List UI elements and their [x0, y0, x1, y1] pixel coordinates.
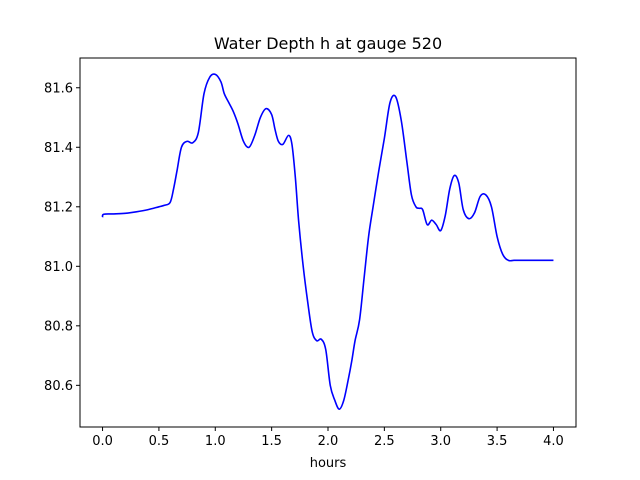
y-tick-label: 80.8	[44, 319, 73, 334]
x-tick-label: 1.5	[261, 434, 282, 449]
chart-title: Water Depth h at gauge 520	[214, 34, 442, 53]
x-tick-label: 2.0	[318, 434, 339, 449]
x-tick-label: 3.5	[487, 434, 508, 449]
y-axis: 80.6 80.8 81.0 81.2 81.4 81.6	[44, 81, 80, 394]
x-tick-label: 0.5	[149, 434, 170, 449]
axes-frame	[79, 57, 577, 428]
y-tick-label: 81.4	[44, 141, 73, 156]
x-tick-label: 4.0	[543, 434, 564, 449]
plot-area	[101, 73, 554, 410]
y-tick-label: 81.2	[44, 200, 73, 215]
x-tick-label: 1.0	[205, 434, 226, 449]
y-tick-label: 81.6	[44, 81, 73, 96]
x-tick-label: 0.0	[92, 434, 113, 449]
x-axis: 0.0 0.5 1.0 1.5 2.0 2.5 3.0 3.5 4.0	[92, 427, 564, 449]
series-line	[101, 73, 554, 410]
y-tick-label: 81.0	[44, 260, 73, 275]
x-axis-label: hours	[310, 456, 347, 471]
x-tick-label: 3.0	[430, 434, 451, 449]
x-tick-label: 2.5	[374, 434, 395, 449]
y-tick-label: 80.6	[44, 379, 73, 394]
